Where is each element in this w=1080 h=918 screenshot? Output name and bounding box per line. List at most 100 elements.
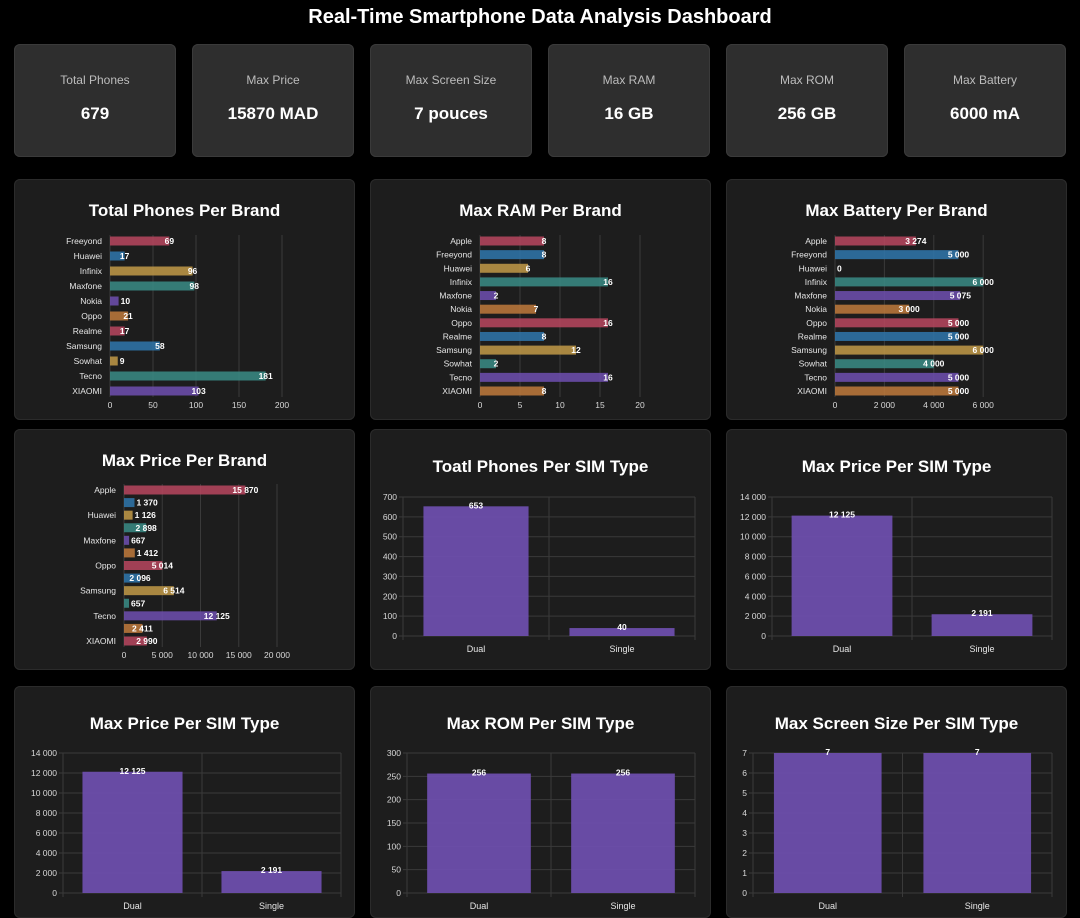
data-label: 96	[188, 266, 198, 276]
category-label: Apple	[94, 485, 116, 495]
tick-label: 50	[392, 865, 402, 875]
data-label: 2 096	[129, 573, 151, 583]
tick-label: 20	[635, 400, 645, 410]
data-label: 6 000	[973, 345, 995, 355]
bar	[835, 277, 984, 287]
stat-label: Max Price	[246, 73, 300, 87]
chart-title: Max Price Per Brand	[101, 451, 268, 470]
data-label: 5 000	[948, 372, 970, 382]
tick-label: 10	[555, 400, 565, 410]
category-label: Dual	[833, 644, 852, 654]
category-label: Single	[965, 901, 990, 911]
tick-label: 200	[387, 795, 401, 805]
chart-phones-per-sim: 0 100 200 300 400 500 600 700 653 Dual 40 Single	[383, 492, 696, 654]
bar	[835, 386, 959, 396]
category-label: Huawei	[444, 263, 472, 273]
category-label: Nokia	[80, 296, 102, 306]
stat-card-total-phones: Total Phones 679	[14, 44, 176, 157]
stat-card-max-screen-size: Max Screen Size 7 pouces	[370, 44, 532, 157]
data-label: 58	[155, 341, 165, 351]
data-label: 9	[120, 356, 125, 366]
bar	[835, 372, 959, 382]
page-title: Real-Time Smartphone Data Analysis Dashb…	[308, 6, 772, 28]
category-label: Huawei	[74, 251, 102, 261]
tick-label: 0	[392, 631, 397, 641]
data-label: 8	[542, 386, 547, 396]
chart-price-per-brand: 0 5 000 10 000 15 000 20 000 Apple 15 870 1 370…	[80, 484, 290, 660]
stat-card-max-ram: Max RAM 16 GB	[548, 44, 710, 157]
bar	[835, 345, 984, 355]
stat-value: 7 pouces	[414, 104, 488, 123]
chart-card-price-per-brand: Max Price Per Brand 0 5 000 10 000 15 000 20…	[14, 429, 355, 670]
category-label: Infinix	[450, 277, 473, 287]
tick-label: 10 000	[188, 650, 214, 660]
category-label: Samsung	[80, 586, 116, 596]
category-label: Tecno	[79, 371, 102, 381]
data-label: 2 191	[971, 608, 993, 618]
data-label: 98	[190, 281, 200, 291]
chart-title: Toatl Phones Per SIM Type	[432, 457, 649, 476]
data-label: 5 075	[950, 291, 972, 301]
category-label: Maxfone	[794, 291, 827, 301]
bar	[480, 318, 608, 328]
tick-label: 0	[122, 650, 127, 660]
category-label: Freeyond	[66, 236, 102, 246]
data-label: 7	[975, 747, 980, 757]
tick-label: 4 000	[745, 591, 767, 601]
chart-card-phones-per-sim: Toatl Phones Per SIM Type 0 100 200 300 400 5…	[370, 429, 711, 670]
tick-label: 150	[232, 400, 246, 410]
category-label: Realme	[443, 331, 473, 341]
chart-title: Max Battery Per Brand	[805, 201, 988, 220]
category-label: Maxfone	[439, 291, 472, 301]
tick-label: 0	[742, 888, 747, 898]
chart-card-phones-per-brand: Total Phones Per Brand 0 50 100 150 200 Freey…	[14, 179, 355, 420]
category-label: Oppo	[451, 318, 472, 328]
category-label: Single	[609, 644, 634, 654]
bar	[110, 281, 195, 291]
category-label: Oppo	[81, 311, 102, 321]
data-label: 16	[603, 318, 613, 328]
data-label: 5 014	[152, 561, 174, 571]
bar	[124, 561, 163, 570]
tick-label: 400	[383, 552, 397, 562]
data-label: 8	[542, 331, 547, 341]
tick-label: 10 000	[740, 532, 766, 542]
tick-label: 5 000	[152, 650, 174, 660]
tick-label: 12 000	[740, 512, 766, 522]
data-label: 103	[191, 386, 205, 396]
chart-card-battery-per-brand: Max Battery Per Brand 0 2 000 4 000 6 000 Ap…	[726, 179, 1067, 420]
chart-rom-per-sim: 0 50 100 150 200 250 300 256 Dual 256 Single	[387, 748, 696, 911]
tick-label: 700	[383, 492, 397, 502]
chart-title: Max RAM Per Brand	[459, 201, 622, 220]
bar	[124, 586, 174, 596]
bar	[480, 386, 544, 396]
tick-label: 0	[52, 888, 57, 898]
bar	[110, 311, 129, 321]
data-label: 8	[542, 250, 547, 260]
tick-label: 3	[742, 828, 747, 838]
data-label: 3 000	[898, 304, 920, 314]
tick-label: 2 000	[874, 400, 896, 410]
tick-label: 2 000	[36, 868, 58, 878]
category-label: Oppo	[806, 318, 827, 328]
data-label: 1 412	[137, 548, 159, 558]
data-label: 5 000	[948, 250, 970, 260]
data-label: 12 125	[120, 766, 146, 776]
tick-label: 15	[595, 400, 605, 410]
tick-label: 4	[742, 808, 747, 818]
data-label: 667	[131, 535, 145, 545]
data-label: 6 514	[163, 586, 185, 596]
bar	[480, 345, 576, 355]
data-label: 17	[120, 251, 130, 261]
category-label: Infinix	[80, 266, 103, 276]
chart-card-screen-per-sim: Max Screen Size Per SIM Type 0 1 2 3 4 5 6 7 7 Du…	[726, 686, 1067, 918]
tick-label: 10 000	[31, 788, 57, 798]
category-label: Huawei	[799, 263, 827, 273]
tick-label: 6 000	[745, 571, 767, 581]
chart-title: Max ROM Per SIM Type	[446, 714, 635, 733]
category-label: Single	[259, 901, 284, 911]
tick-label: 100	[383, 611, 397, 621]
tick-label: 300	[387, 748, 401, 758]
tick-label: 0	[478, 400, 483, 410]
data-label: 69	[165, 236, 175, 246]
